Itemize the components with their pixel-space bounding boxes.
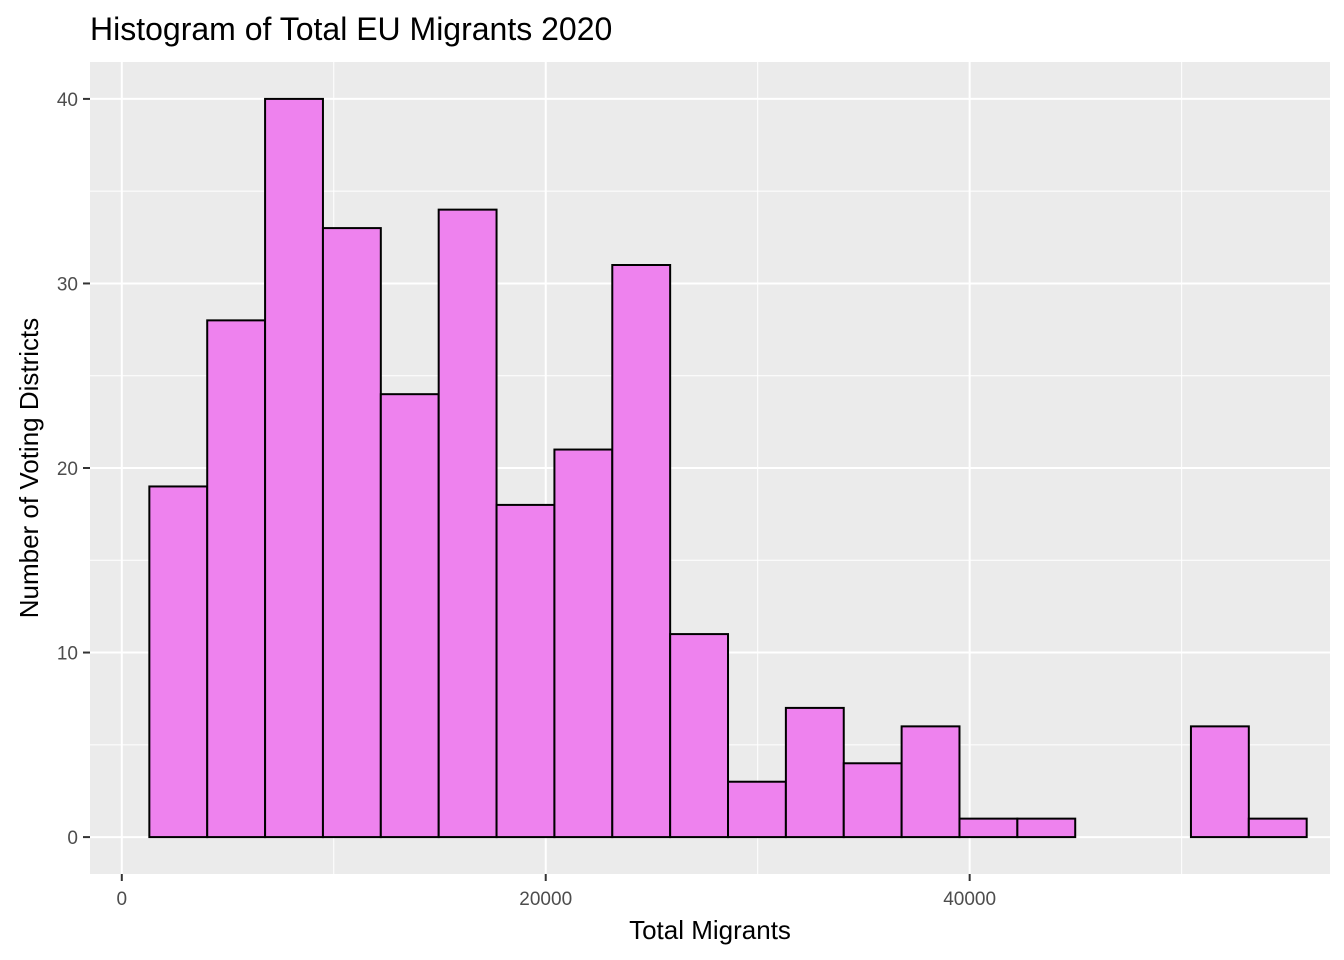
histogram-bar (379, 393, 440, 839)
histogram-bar (206, 319, 267, 839)
histogram-bar (784, 706, 845, 839)
histogram-bar (321, 227, 382, 839)
histogram-bars (148, 97, 1308, 839)
histogram-bar (553, 448, 614, 839)
histogram-bar (495, 503, 556, 839)
histogram-bar (1247, 817, 1308, 839)
y-axis-title: Number of Voting Districts (14, 318, 44, 619)
histogram-bar (900, 725, 961, 839)
histogram-bar (842, 762, 903, 839)
histogram-bar (1189, 725, 1250, 839)
axes: 0 20000 40000 0 10 20 30 40 (57, 90, 996, 910)
x-axis-title: Total Migrants (629, 915, 791, 945)
histogram-bar (669, 633, 730, 839)
histogram-bar (727, 780, 787, 839)
histogram-bar (264, 97, 324, 839)
y-tick-label: 30 (57, 274, 78, 295)
histogram-bar (1016, 817, 1077, 839)
x-tick-label: 0 (117, 889, 128, 910)
y-tick-label: 20 (57, 459, 78, 480)
histogram-bar (958, 817, 1019, 839)
y-tick-label: 0 (67, 828, 78, 849)
histogram-bar (148, 485, 209, 839)
y-tick-label: 10 (57, 644, 78, 665)
histogram-bar (611, 264, 672, 839)
y-tick-label: 40 (57, 90, 78, 111)
x-tick-label: 20000 (519, 889, 572, 910)
x-tick-label: 40000 (943, 889, 996, 910)
chart-title: Histogram of Total EU Migrants 2020 (90, 11, 612, 47)
histogram-bar (437, 208, 498, 839)
